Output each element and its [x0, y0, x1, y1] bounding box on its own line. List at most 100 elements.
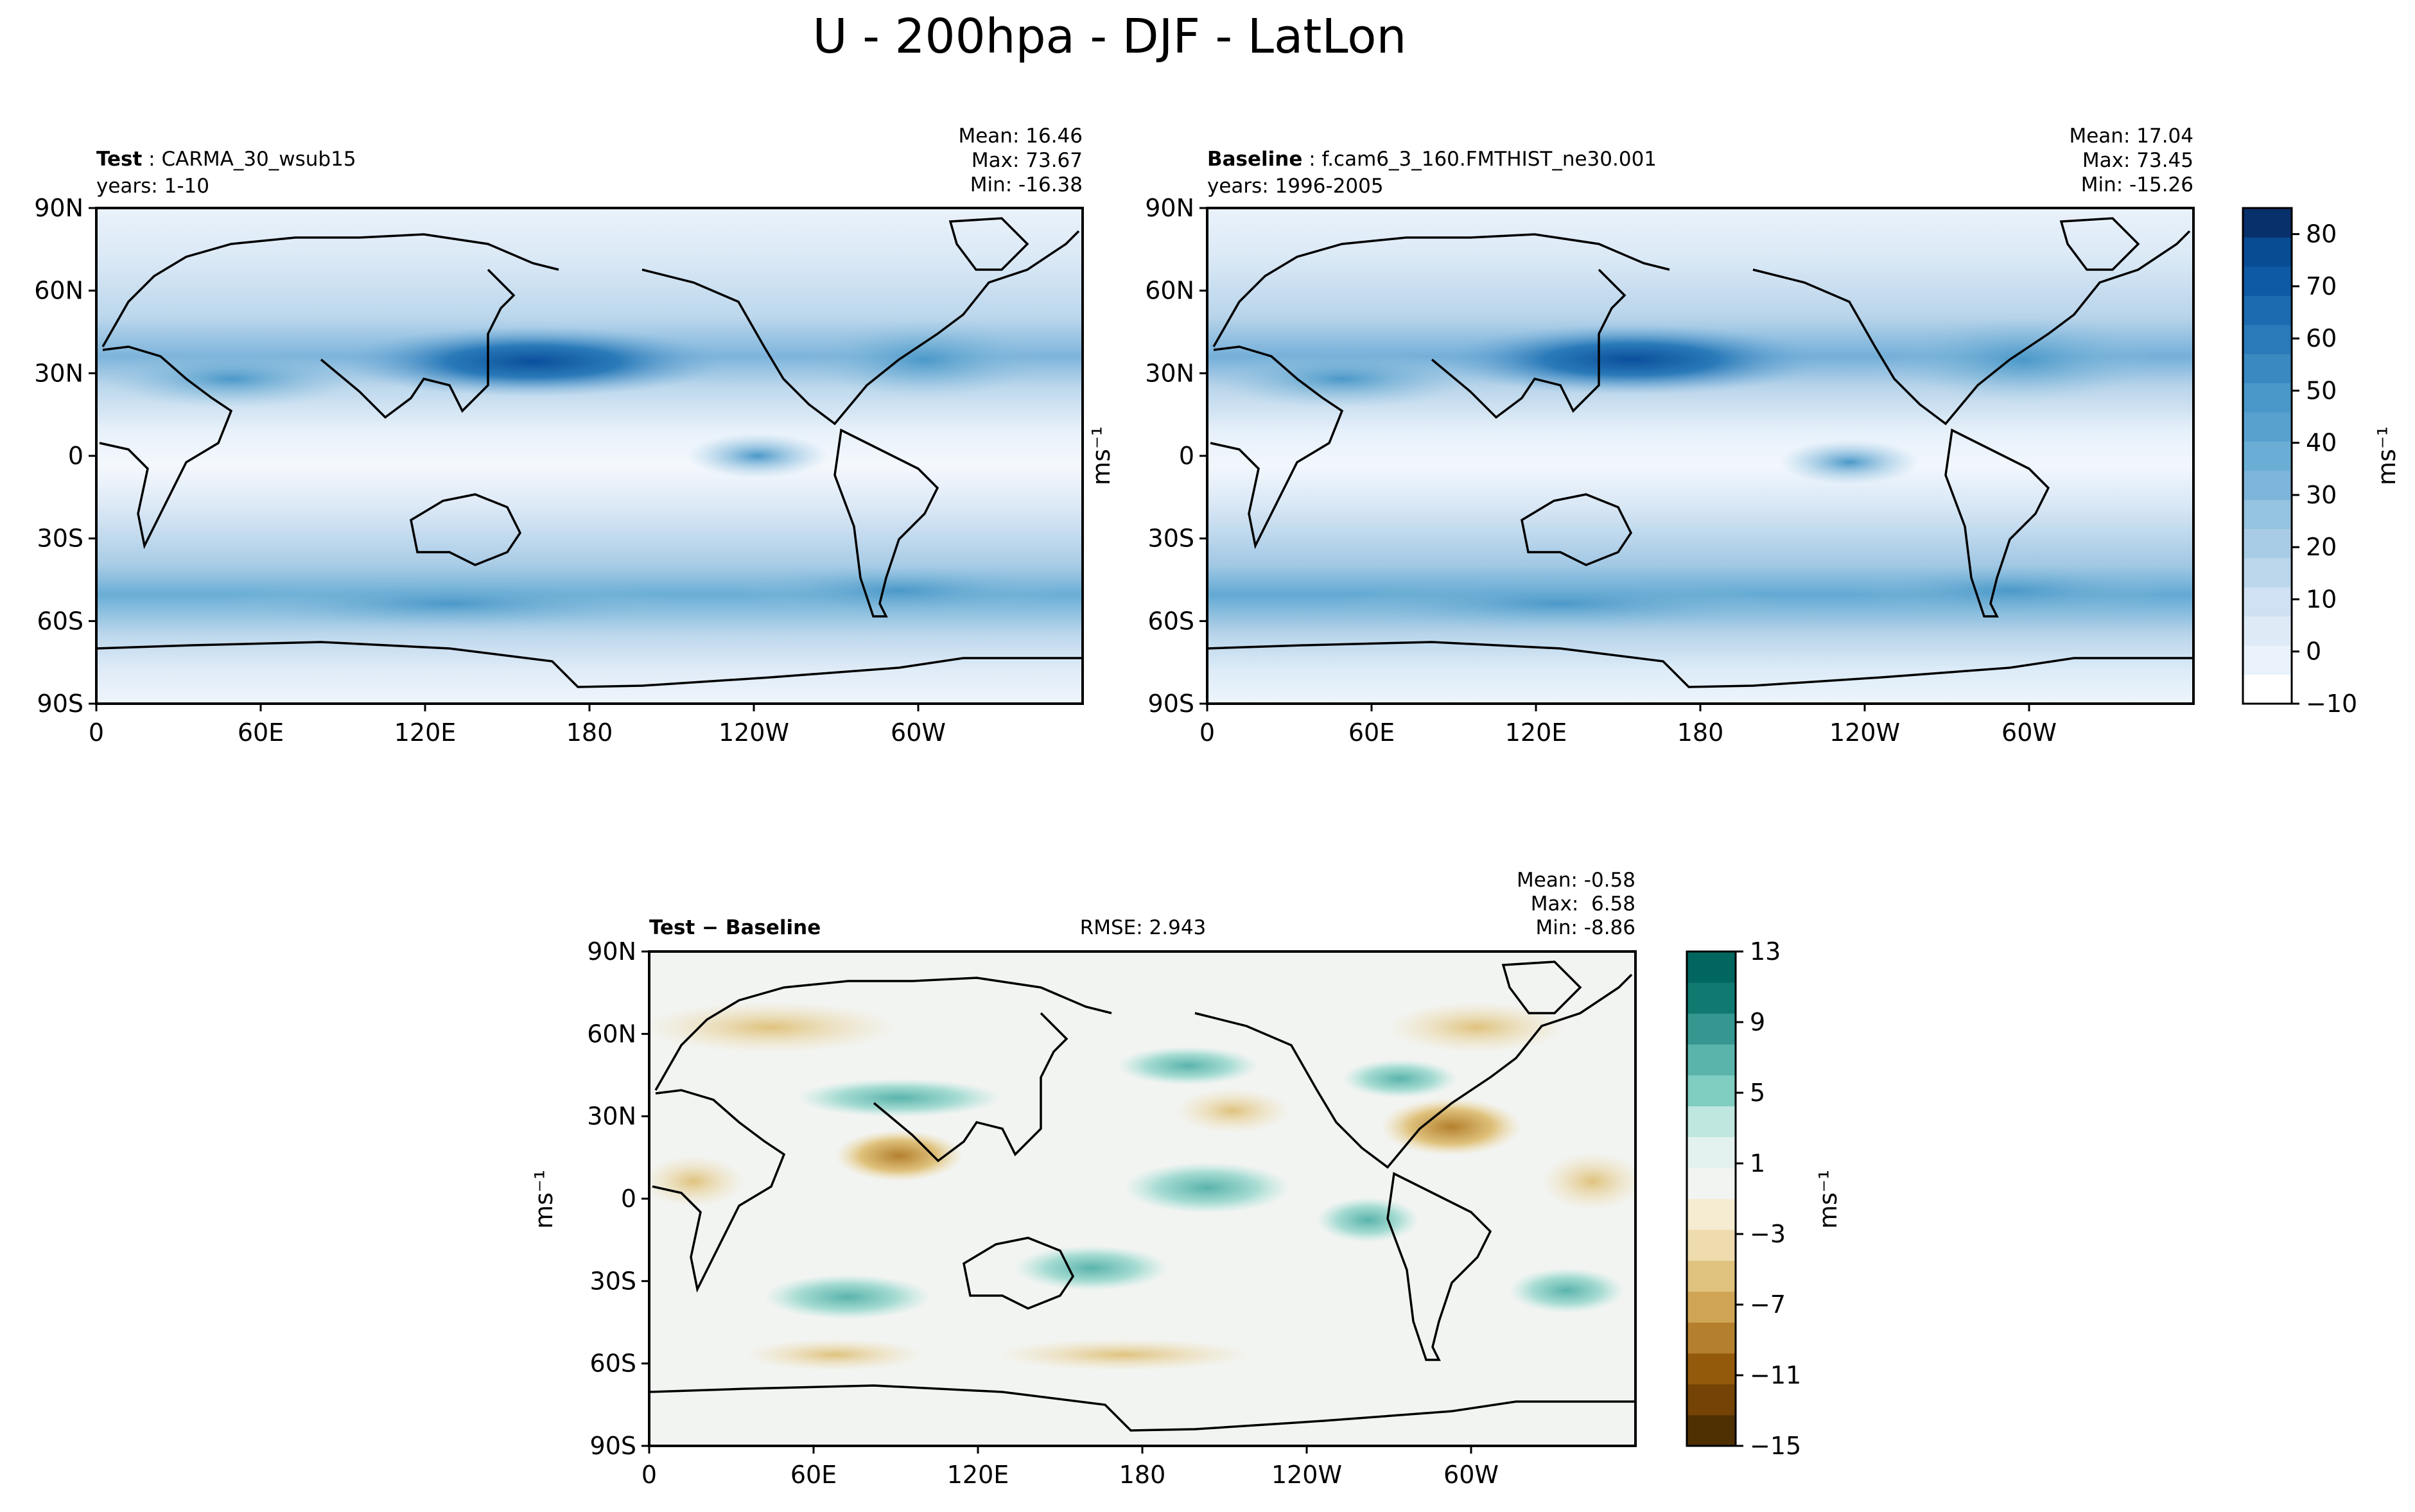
test-coastlines — [96, 217, 1083, 688]
colorbar-tick-label: 80 — [2306, 220, 2337, 248]
colorbar-cell — [1687, 952, 1736, 983]
y-tick-label: 60N — [34, 277, 83, 305]
test-label-name: CARMA_30_wsub15 — [161, 148, 356, 171]
top-colorbar-unit: ms⁻¹ — [2373, 426, 2401, 485]
test-stat-min: Min: -16.38 — [970, 173, 1083, 196]
baseline-stat-mean: Mean: 17.04 — [2069, 125, 2193, 148]
baseline-map-field — [1207, 208, 2193, 704]
colorbar-cell — [2243, 645, 2292, 675]
baseline-panel: Baseline : f.cam6_3_160.FMTHIST_ne30.001… — [1087, 125, 2195, 747]
colorbar-cell — [1687, 1322, 1736, 1354]
baseline-coastlines — [1207, 217, 2193, 688]
baseline-years: years: 1996-2005 — [1207, 175, 1384, 198]
difference-unit-label: ms⁻¹ — [530, 1170, 558, 1229]
baseline-unit-label: ms⁻¹ — [1087, 426, 1115, 485]
x-tick-label: 0 — [89, 718, 104, 747]
colorbar-tick-label: 60 — [2306, 324, 2337, 352]
colorbar-tick-label: 5 — [1750, 1079, 1765, 1107]
colorbar-tick-label: −11 — [1750, 1361, 1801, 1389]
y-tick-label: 30N — [34, 359, 83, 387]
colorbar-cell — [1687, 1199, 1736, 1230]
x-tick-label: 60E — [790, 1461, 837, 1489]
test-stat-mean: Mean: 16.46 — [958, 125, 1083, 148]
x-tick-label: 60E — [238, 718, 284, 747]
test-panel: Test : CARMA_30_wsub15 years: 1-10 Mean:… — [34, 125, 1084, 747]
x-tick-label: 60W — [2001, 718, 2057, 747]
colorbar-cell — [1687, 1106, 1736, 1138]
y-tick-label: 60S — [1148, 607, 1194, 635]
colorbar-tick-label: −7 — [1750, 1290, 1786, 1319]
difference-colorbar-unit: ms⁻¹ — [1814, 1170, 1842, 1229]
baseline-stat-min: Min: -15.26 — [2081, 173, 2193, 196]
x-tick-label: 120W — [1271, 1461, 1342, 1489]
test-axis-ticks: 0 60E 120E 180 120W 60W 90N 60N 30N 0 30S 60S 90S — [34, 194, 946, 747]
x-tick-label: 120E — [1505, 718, 1567, 747]
difference-panel: Test − Baseline RMSE: 2.943 Mean: -0.58 … — [530, 869, 1637, 1489]
y-tick-label: 60S — [590, 1350, 636, 1378]
colorbar-cell — [2243, 470, 2292, 500]
figure-title: U - 200hpa - DJF - LatLon — [813, 9, 1407, 64]
colorbar-tick-label: 13 — [1750, 937, 1781, 966]
colorbar-cell — [1687, 1291, 1736, 1323]
y-tick-label: 30S — [37, 525, 83, 553]
difference-axis-ticks: 0 60E 120E 180 120W 60W 90N 60N 30N 0 30S 60S 90S — [587, 937, 1499, 1489]
x-tick-label: 60W — [1443, 1461, 1499, 1489]
test-label-bold: Test — [96, 148, 143, 171]
colorbar-cell — [1687, 1136, 1736, 1169]
x-tick-label: 60E — [1348, 718, 1395, 747]
test-years: years: 1-10 — [96, 175, 209, 198]
colorbar-cell — [2243, 587, 2292, 617]
colorbar-cell — [2243, 266, 2292, 296]
colorbar-cell — [1687, 1013, 1736, 1045]
colorbar-tick-label: −15 — [1750, 1432, 1801, 1460]
x-tick-label: 120E — [947, 1461, 1009, 1489]
baseline-label: Baseline : f.cam6_3_160.FMTHIST_ne30.001 — [1207, 148, 1657, 171]
colorbar-cell — [2243, 674, 2292, 704]
difference-rmse: RMSE: 2.943 — [1080, 916, 1207, 939]
baseline-axis-ticks: 0 60E 120E 180 120W 60W 90N 60N 30N 0 30S 60S 90S — [1145, 194, 2057, 747]
y-tick-label: 0 — [68, 442, 83, 470]
colorbar-tick-label: 50 — [2306, 376, 2337, 404]
colorbar-tick-label: 9 — [1750, 1008, 1765, 1036]
colorbar-cell — [2243, 237, 2292, 267]
top-colorbar: −10 0 10 20 30 40 50 60 70 80 ms⁻¹ — [2242, 207, 2401, 718]
y-tick-label: 30S — [590, 1267, 636, 1295]
x-tick-label: 120W — [719, 718, 789, 747]
y-tick-label: 0 — [621, 1185, 636, 1213]
colorbar-tick-label: −3 — [1750, 1220, 1786, 1248]
difference-colorbar: −15 −11 −7 −3 1 5 9 13 ms⁻¹ — [1686, 937, 1842, 1460]
colorbar-cell — [2243, 383, 2292, 413]
x-tick-label: 0 — [1199, 718, 1215, 747]
y-tick-label: 90S — [37, 690, 83, 718]
colorbar-cell — [2243, 441, 2292, 471]
difference-coastlines — [649, 960, 1635, 1432]
difference-stat-max: Max: 6.58 — [1531, 892, 1635, 916]
colorbar-cell — [1687, 982, 1736, 1014]
colorbar-tick-label: 40 — [2306, 429, 2337, 457]
x-tick-label: 120W — [1829, 718, 1900, 747]
y-tick-label: 90S — [1148, 690, 1194, 718]
difference-stat-min: Min: -8.86 — [1535, 916, 1635, 939]
colorbar-cell — [1687, 1353, 1736, 1385]
colorbar-cell — [1687, 1075, 1736, 1107]
colorbar-cell — [2243, 557, 2292, 587]
test-label: Test : CARMA_30_wsub15 — [96, 148, 356, 171]
colorbar-cell — [2243, 528, 2292, 559]
y-tick-label: 30N — [587, 1102, 636, 1131]
y-tick-label: 30S — [1148, 525, 1194, 553]
colorbar-cell — [2243, 324, 2292, 354]
x-tick-label: 180 — [1119, 1461, 1166, 1489]
colorbar-tick-label: 1 — [1750, 1149, 1765, 1177]
baseline-stat-max: Max: 73.45 — [2082, 149, 2193, 172]
y-tick-label: 0 — [1179, 442, 1194, 470]
y-tick-label: 60N — [1145, 277, 1194, 305]
colorbar-cell — [2243, 412, 2292, 442]
colorbar-tick-label: 70 — [2306, 272, 2337, 300]
x-tick-label: 60W — [891, 718, 946, 747]
colorbar-cell — [1687, 1414, 1736, 1447]
colorbar-cell — [1687, 1044, 1736, 1075]
colorbar-cell — [1687, 1384, 1736, 1416]
y-tick-label: 30N — [1145, 359, 1194, 387]
baseline-label-bold: Baseline — [1207, 148, 1302, 171]
difference-stat-mean: Mean: -0.58 — [1517, 869, 1635, 892]
